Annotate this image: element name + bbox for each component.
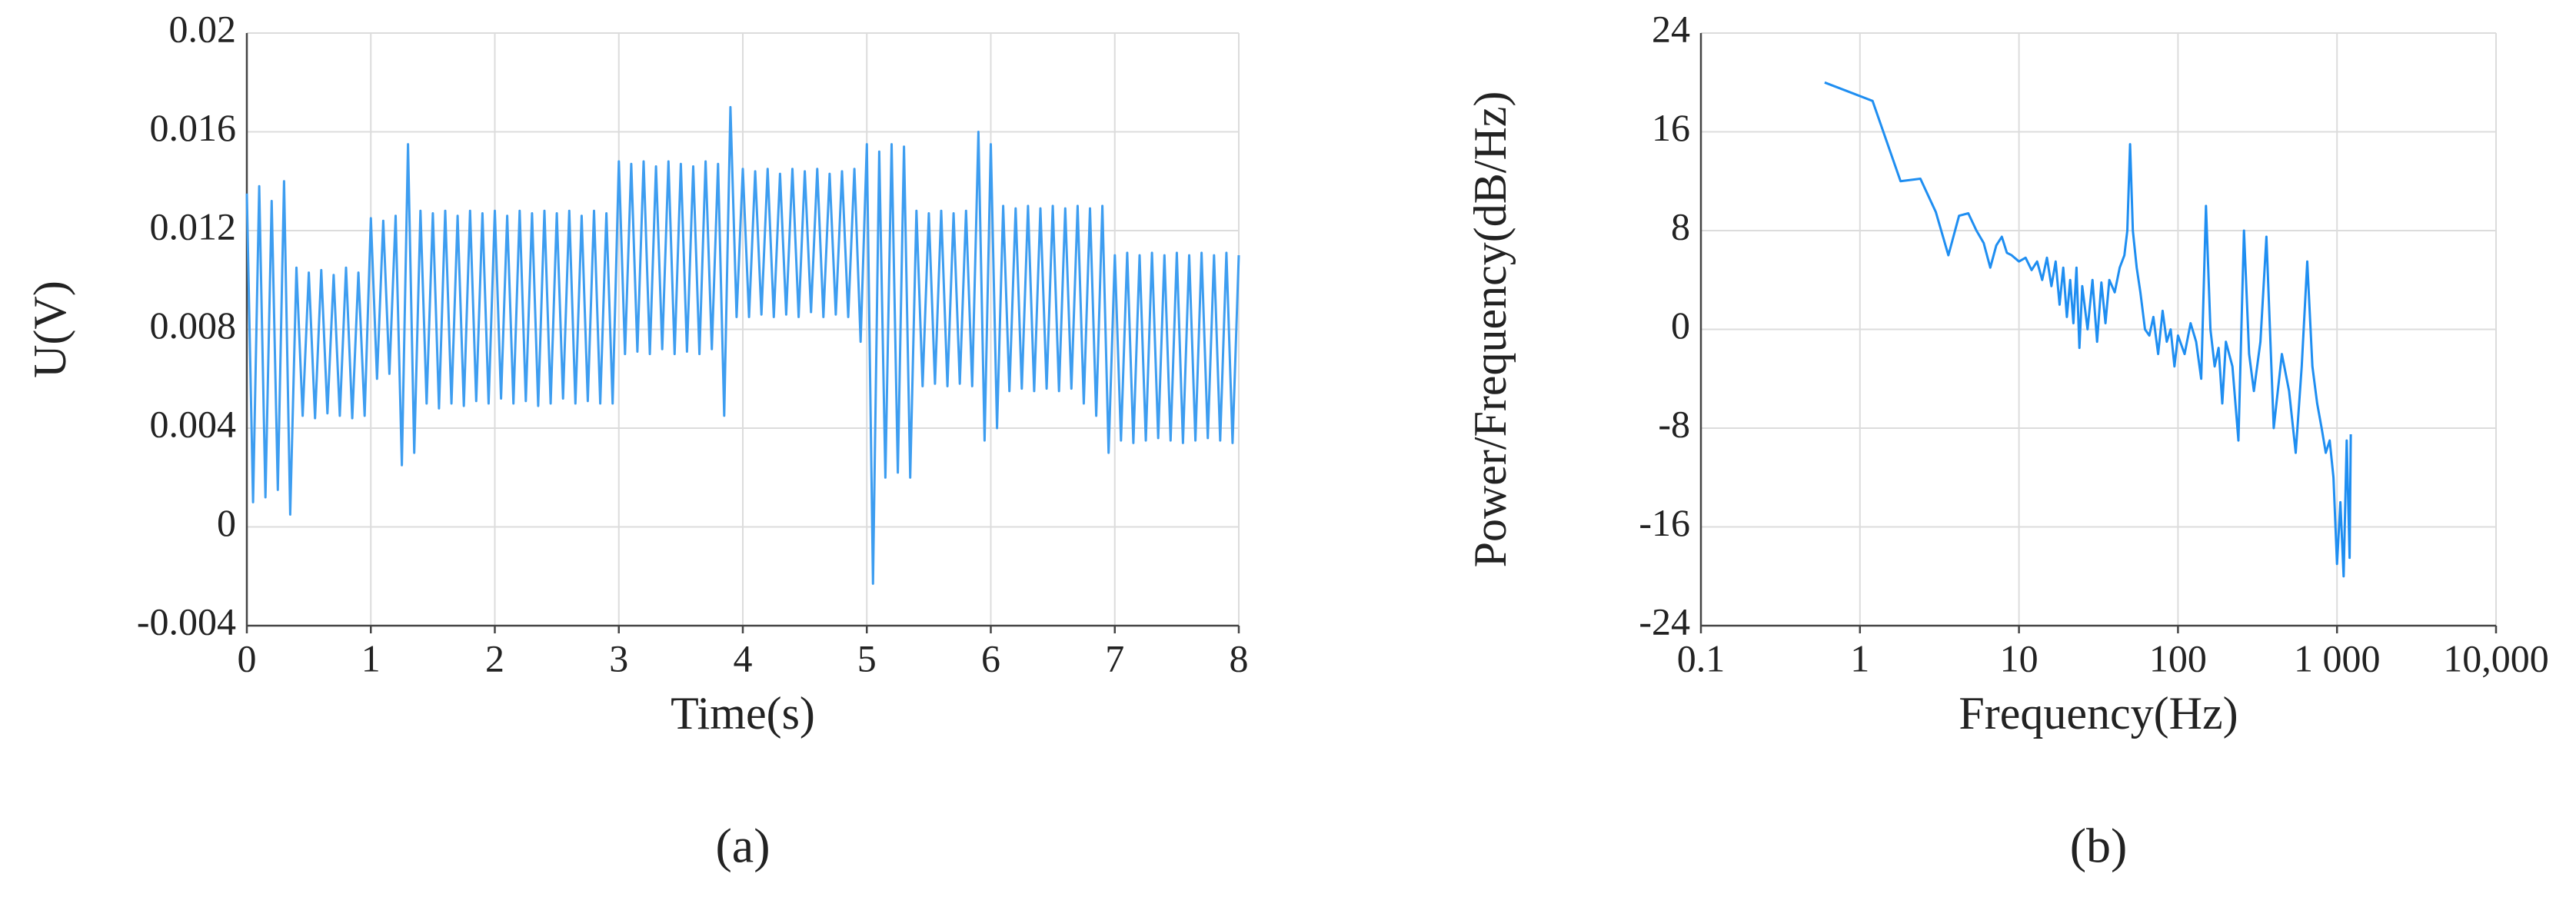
x-tick-label: 5 bbox=[857, 636, 877, 679]
x-tick-label: 1 bbox=[361, 636, 381, 679]
y-tick-label: 16 bbox=[1652, 106, 1690, 149]
y-tick-label: 0.004 bbox=[150, 402, 237, 445]
y-axis-title: U(V) bbox=[25, 281, 75, 378]
y-tick-label: 0.016 bbox=[150, 106, 237, 149]
x-axis-title: Frequency(Hz) bbox=[1959, 688, 2238, 739]
y-tick-label: 8 bbox=[1671, 204, 1690, 248]
caption: (a) bbox=[715, 819, 770, 873]
data-line bbox=[245, 105, 1240, 585]
x-tick-label: 1 000 bbox=[2294, 636, 2381, 679]
x-axis-title: Time(s) bbox=[671, 688, 815, 739]
x-tick-label: 0 bbox=[238, 636, 257, 679]
y-tick-label: 0.02 bbox=[169, 7, 237, 50]
x-tick-label: 2 bbox=[485, 636, 504, 679]
x-tick-label: 100 bbox=[2149, 636, 2207, 679]
y-tick-label: 0 bbox=[217, 501, 236, 544]
x-tick-label: 4 bbox=[734, 636, 753, 679]
y-tick-label: -0.004 bbox=[137, 600, 236, 643]
x-tick-label: 8 bbox=[1230, 636, 1249, 679]
y-tick-label: -8 bbox=[1658, 402, 1690, 445]
y-axis-title: Power/Frequency(dB/Hz) bbox=[1465, 91, 1516, 568]
y-tick-label: 0.008 bbox=[150, 304, 237, 347]
x-tick-label: 6 bbox=[981, 636, 1000, 679]
x-tick-label: 7 bbox=[1105, 636, 1124, 679]
data-line bbox=[1824, 81, 2352, 578]
caption: (b) bbox=[2070, 819, 2128, 873]
y-tick-label: 0.012 bbox=[150, 204, 237, 248]
y-tick-label: -24 bbox=[1639, 600, 1690, 643]
x-tick-label: 0.1 bbox=[1677, 636, 1726, 679]
x-tick-label: 10 bbox=[2000, 636, 2039, 679]
y-tick-label: 0 bbox=[1671, 304, 1690, 347]
x-tick-label: 10,000 bbox=[2443, 636, 2549, 679]
x-tick-label: 1 bbox=[1850, 636, 1869, 679]
x-tick-label: 3 bbox=[609, 636, 628, 679]
y-tick-label: 24 bbox=[1652, 7, 1690, 50]
y-tick-label: -16 bbox=[1639, 501, 1690, 544]
